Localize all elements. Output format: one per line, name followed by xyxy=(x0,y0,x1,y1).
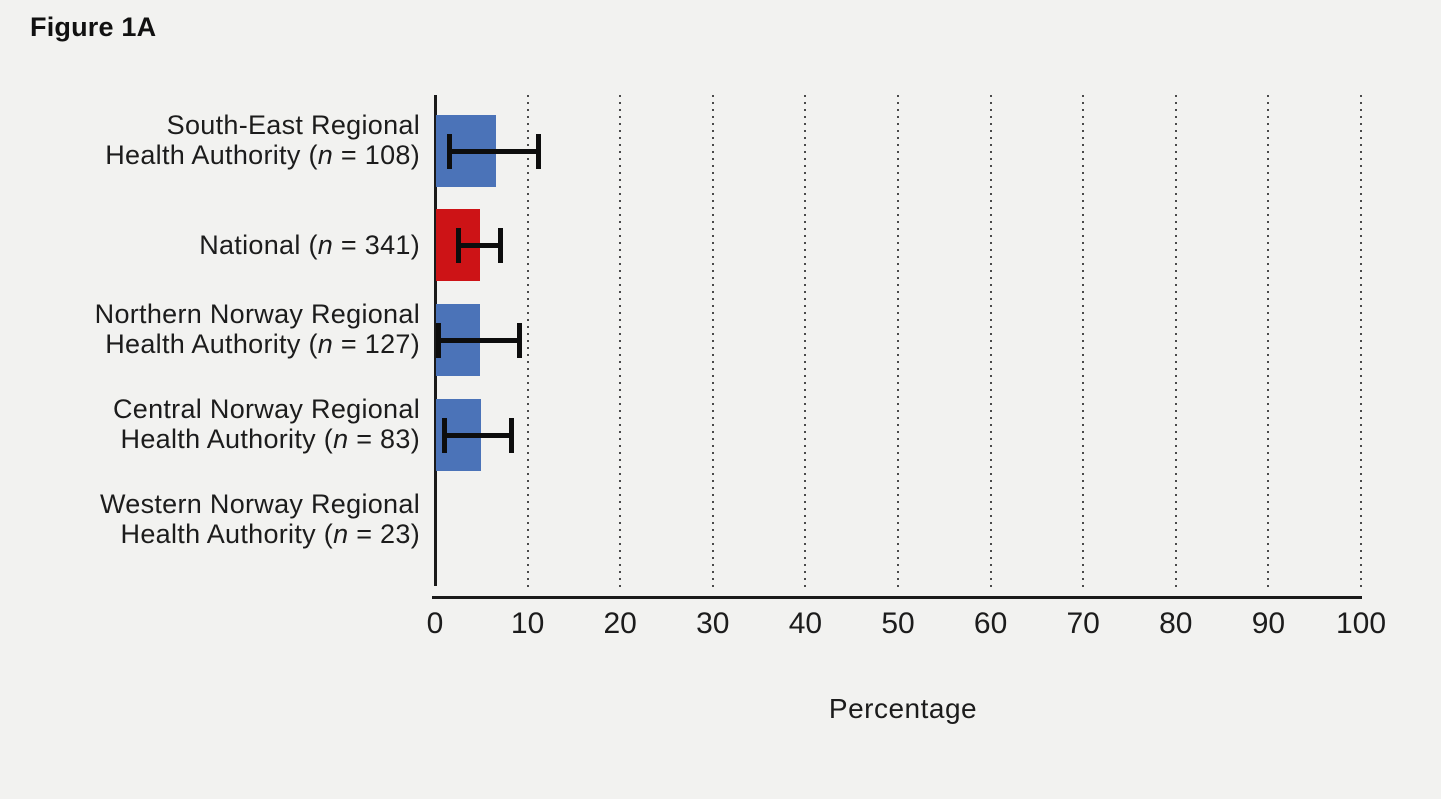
error-bar-cap-low-1 xyxy=(455,227,461,263)
gridline-10 xyxy=(526,95,529,591)
y-axis-line xyxy=(434,95,437,586)
category-label-4: Western Norway Regional Health Authority … xyxy=(99,489,420,549)
error-bar-line-1 xyxy=(458,242,501,248)
gridline-40 xyxy=(804,95,807,591)
gridline-100 xyxy=(1360,95,1362,591)
x-tick-label-20: 20 xyxy=(603,607,637,640)
category-label-3: Central Norway Regional Health Authority … xyxy=(112,394,420,454)
gridline-30 xyxy=(711,95,714,591)
error-bar-cap-high-1 xyxy=(498,227,504,263)
error-bar-cap-high-3 xyxy=(509,417,515,453)
x-axis-line xyxy=(432,596,1362,599)
gridline-20 xyxy=(619,95,622,591)
x-tick-label-30: 30 xyxy=(696,607,730,640)
category-label-1: National (n = 341) xyxy=(199,230,420,260)
gridline-60 xyxy=(989,95,992,591)
error-bar-cap-high-0 xyxy=(536,133,542,169)
x-tick-label-0: 0 xyxy=(426,607,444,640)
category-label-0: South-East Regional Health Authority (n =… xyxy=(105,110,420,170)
error-bar-cap-low-2 xyxy=(436,322,442,358)
x-tick-label-50: 50 xyxy=(881,607,915,640)
error-bar-line-0 xyxy=(449,148,539,154)
error-bar-cap-low-3 xyxy=(441,417,447,453)
error-bar-line-2 xyxy=(438,337,520,343)
gridline-70 xyxy=(1082,95,1085,591)
x-tick-label-100: 100 xyxy=(1335,607,1387,640)
x-tick-label-40: 40 xyxy=(788,607,823,640)
x-tick-label-70: 70 xyxy=(1066,607,1100,640)
error-bar-cap-low-0 xyxy=(447,133,453,169)
gridline-90 xyxy=(1267,95,1270,591)
x-tick-label-60: 60 xyxy=(973,607,1008,640)
x-tick-label-80: 80 xyxy=(1159,607,1193,640)
gridline-50 xyxy=(897,95,899,591)
plot-area: 0 10 20 30 40 50 60 70 80 90 100 Percentage xyxy=(427,95,1386,724)
category-label-2: Northern Norway Regional Health Authority… xyxy=(94,299,420,359)
figure-title: Figure 1A xyxy=(30,12,157,42)
gridline-80 xyxy=(1174,95,1177,591)
x-tick-label-10: 10 xyxy=(510,607,545,640)
x-axis-title: Percentage xyxy=(828,693,978,724)
error-bar-line-3 xyxy=(444,432,512,438)
x-tick-label-90: 90 xyxy=(1251,607,1286,640)
error-bar-cap-high-2 xyxy=(516,322,522,358)
